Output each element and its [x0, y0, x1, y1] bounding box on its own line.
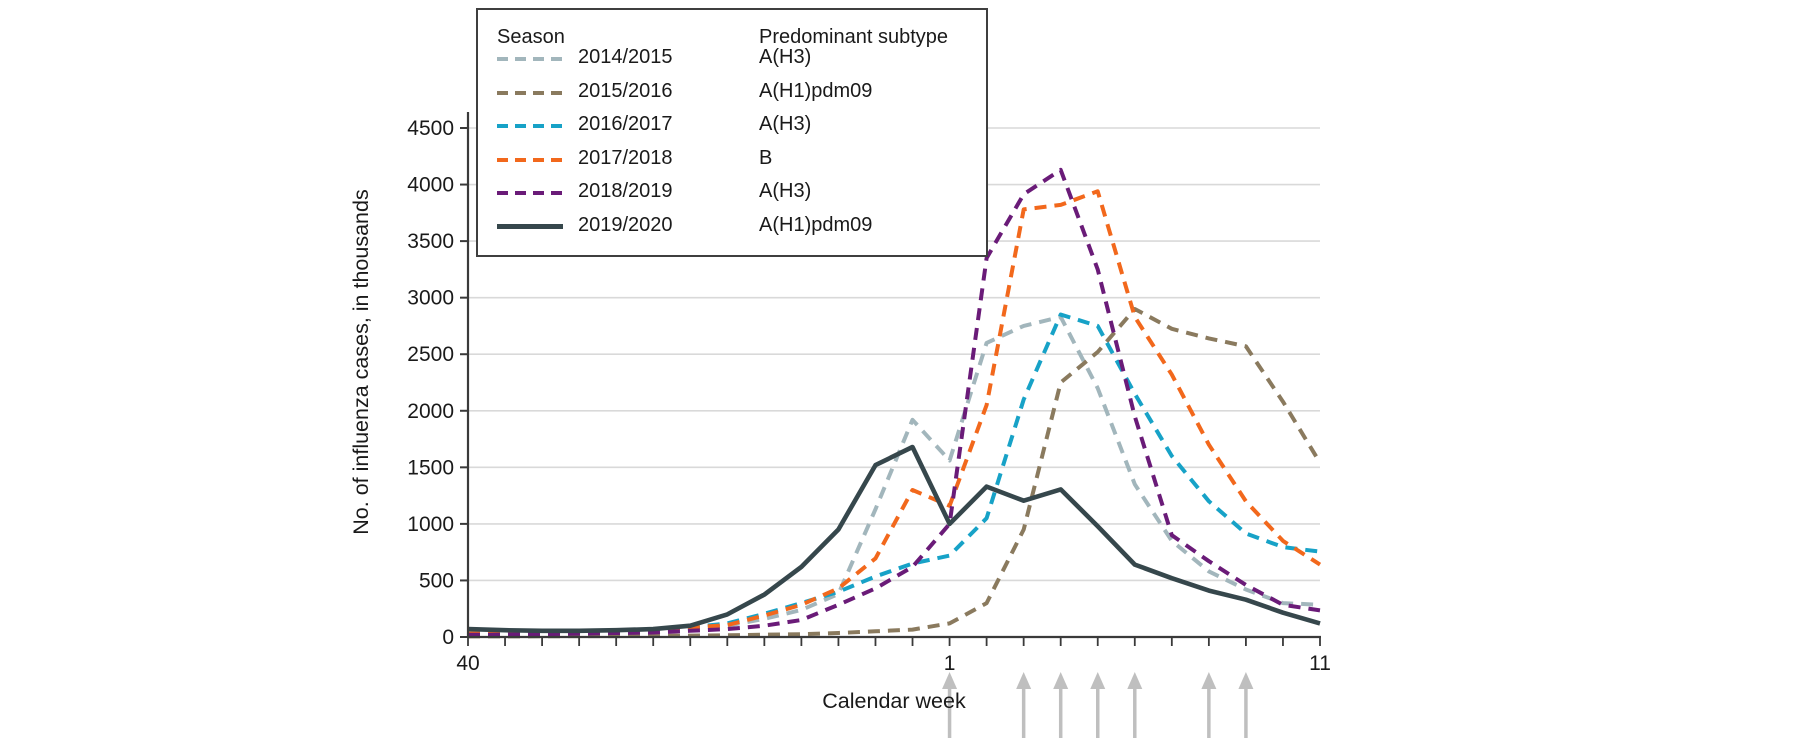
series-line-2019-2020: [467, 444, 1321, 634]
up-arrow-icon: [1238, 672, 1254, 738]
y-tick-label: 1500: [407, 456, 454, 479]
legend-season-label: 2014/2015: [578, 46, 673, 68]
dashed-line-swatch: [497, 90, 563, 95]
legend-subtype-label: B: [759, 146, 773, 169]
y-tick-label: 0: [442, 626, 454, 649]
chart-legend: Season Predominant subtype 2014/2015 A(H3…: [476, 8, 988, 257]
y-tick-label: 500: [419, 569, 454, 592]
y-tick-label: 3000: [407, 287, 454, 310]
legend-season-label: 2018/2019: [578, 180, 673, 202]
up-arrow-icon: [1053, 672, 1069, 738]
legend-entry-2016-2017: 2016/2017 A(H3): [478, 113, 986, 139]
dashed-line-swatch: [497, 57, 563, 61]
up-arrow-icon: [1201, 672, 1217, 738]
legend-subtype-label: A(H1)pdm09: [759, 79, 873, 102]
legend-subtype-label: A(H3): [759, 113, 812, 135]
legend-entry-2018-2019: 2018/2019 A(H3): [478, 180, 986, 206]
legend-subtype-label: A(H3): [759, 46, 812, 68]
x-tick-label: 11: [1309, 652, 1331, 675]
y-tick-label: 2000: [407, 400, 454, 423]
y-axis-title: No. of influenza cases, in thousands: [349, 189, 373, 534]
legend-entry-2017-2018: 2017/2018 B: [478, 147, 986, 173]
x-tick-label: 40: [456, 652, 479, 675]
legend-subtype-label: A(H3): [759, 180, 812, 202]
dashed-line-swatch: [497, 191, 563, 195]
legend-season-label: 2016/2017: [578, 113, 673, 135]
legend-subtype-label: A(H1)pdm09: [759, 213, 873, 236]
dashed-line-swatch: [497, 157, 563, 162]
legend-season-label: 2019/2020: [578, 213, 673, 236]
up-arrow-icon: [1016, 672, 1032, 738]
legend-entry-2014-2015: 2014/2015 A(H3): [478, 46, 986, 72]
y-tick-label: 4500: [407, 117, 454, 140]
legend-season-header: Season: [497, 26, 565, 48]
y-tick-label: 1000: [407, 513, 454, 536]
legend-entry-2015-2016: 2015/2016 A(H1)pdm09: [478, 80, 986, 106]
legend-season-label: 2015/2016: [578, 79, 673, 102]
week-arrows: [942, 672, 1254, 738]
legend-subtype-header: Predominant subtype: [759, 26, 949, 48]
dashed-line-swatch: [497, 124, 563, 128]
solid-line-swatch: [497, 223, 563, 229]
y-tick-label: 2500: [407, 343, 454, 366]
y-tick-label: 4000: [407, 174, 454, 197]
series-line-2017-2018: [468, 189, 1322, 636]
x-axis-title: Calendar week: [822, 689, 966, 713]
x-tick-label: 1: [944, 652, 956, 675]
legend-entry-2019-2020: 2019/2020 A(H1)pdm09: [478, 214, 986, 240]
up-arrow-icon: [942, 672, 958, 738]
series-line-2018-2019: [468, 167, 1321, 637]
up-arrow-icon: [1090, 672, 1106, 738]
y-tick-label: 3500: [407, 230, 454, 253]
up-arrow-icon: [1127, 672, 1143, 738]
legend-season-label: 2017/2018: [578, 146, 673, 169]
